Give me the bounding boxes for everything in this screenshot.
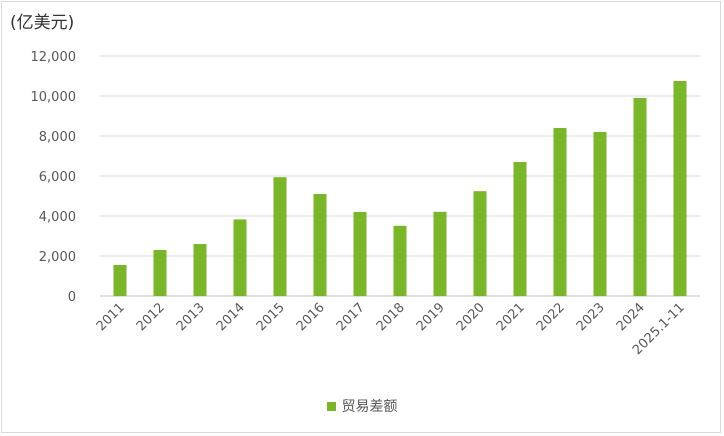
x-tick-label: 2012 [134,300,168,334]
bar-2014 [233,219,247,296]
x-tick-label: 2020 [454,300,488,334]
bar-2022 [553,128,567,296]
x-tick-label: 2021 [494,300,528,334]
legend: 贸易差额 [0,396,724,416]
bar-2023 [593,132,607,296]
bar-2019 [433,211,447,296]
bar-2021 [513,162,527,296]
bar-2018 [393,225,407,296]
bar-2017 [353,212,367,296]
x-tick-label: 2018 [374,300,408,334]
x-tick-label: 2016 [294,300,328,334]
x-tick-label: 2013 [174,300,208,334]
bar-2012 [153,250,167,296]
x-tick-label: 2017 [334,300,368,334]
x-tick-label: 2022 [534,300,568,334]
bar-2016 [313,194,327,296]
y-tick-label: 8,000 [39,130,76,145]
legend-swatch [326,401,336,411]
y-tick-label: 10,000 [31,90,77,105]
x-tick-label: 2015 [254,300,288,334]
bar-2013 [193,244,207,296]
y-tick-label: 0 [68,290,76,305]
legend-label: 贸易差额 [341,399,398,415]
x-tick-label: 2024 [614,300,648,334]
x-tick-label: 2019 [414,300,448,334]
y-tick-label: 6,000 [39,170,76,185]
y-axis-unit-label: (亿美元) [10,13,75,33]
y-tick-label: 2,000 [39,250,76,265]
x-tick-label: 2023 [574,300,608,334]
bar-2025.1-11 [673,81,687,296]
bar-2011 [113,265,127,296]
y-tick-label: 12,000 [31,50,77,65]
bar-2024 [633,98,647,296]
x-tick-label: 2014 [214,300,248,334]
y-tick-label: 4,000 [39,210,76,225]
x-tick-label: 2011 [94,300,128,334]
bar-2020 [473,191,487,296]
bar-2015 [273,177,287,296]
